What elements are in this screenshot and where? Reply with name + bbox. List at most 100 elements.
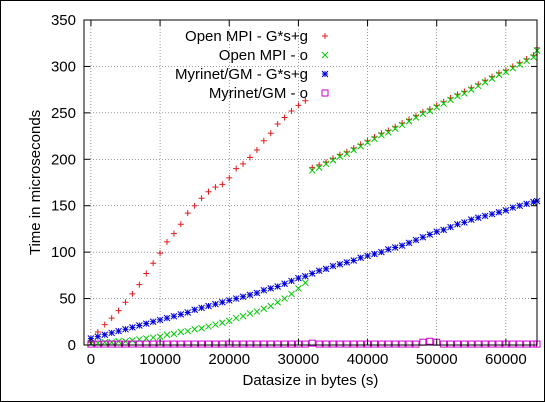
data-point [530, 53, 537, 61]
x-tick-label: 20000 [208, 351, 250, 368]
data-point [364, 139, 371, 146]
data-point [281, 340, 289, 348]
data-point [287, 340, 295, 348]
legend-marker [321, 51, 329, 59]
data-point [115, 307, 122, 314]
data-point [211, 340, 219, 348]
data-point [301, 340, 309, 348]
grid [84, 20, 537, 345]
data-point [419, 110, 427, 118]
data-point [288, 108, 295, 114]
data-point [184, 340, 192, 348]
data-point [170, 312, 178, 320]
data-point [129, 337, 136, 344]
data-point [447, 340, 455, 348]
data-point [295, 274, 302, 282]
data-point [474, 214, 482, 222]
data-point [315, 164, 323, 171]
data-point [239, 293, 247, 301]
data-point [212, 184, 219, 191]
legend-entry-label: Open MPI - G*s+g [185, 28, 308, 45]
data-point [467, 340, 475, 348]
x-tick-label: 60000 [485, 351, 527, 368]
data-point [357, 254, 364, 262]
legend-marker [321, 89, 329, 97]
data-point [398, 242, 406, 249]
data-point [267, 285, 275, 292]
data-point [163, 314, 171, 322]
data-point [516, 61, 524, 68]
data-point [426, 107, 434, 115]
data-point [488, 340, 496, 348]
data-point [343, 340, 351, 348]
data-point [398, 340, 406, 348]
data-point [274, 340, 282, 348]
data-point [357, 340, 365, 348]
data-point [301, 279, 309, 287]
data-point [322, 340, 330, 348]
data-point [233, 165, 240, 172]
data-point [405, 239, 413, 247]
data-point [253, 340, 261, 348]
data-point [309, 164, 316, 171]
data-point [274, 121, 281, 127]
data-point [495, 71, 503, 79]
data-point [218, 319, 226, 327]
data-point [177, 340, 185, 348]
data-point [204, 340, 212, 348]
data-point [184, 210, 191, 217]
data-point [129, 290, 136, 297]
data-point [481, 340, 489, 348]
data-point [288, 290, 295, 298]
data-point [343, 259, 351, 266]
data-point [260, 137, 267, 144]
data-point [156, 333, 164, 340]
data-point [198, 195, 205, 202]
data-point [391, 340, 399, 348]
data-point [163, 340, 171, 348]
data-point [267, 340, 275, 348]
data-point [509, 204, 517, 211]
plot-area-frame [83, 19, 538, 346]
data-point [142, 335, 150, 342]
data-point [191, 202, 198, 209]
data-point [115, 340, 123, 348]
data-point [426, 337, 434, 345]
data-point [516, 202, 524, 210]
data-point [343, 150, 351, 158]
data-point [136, 281, 143, 288]
data-point [371, 250, 378, 258]
data-point [143, 270, 150, 277]
data-point [474, 340, 482, 348]
data-point [350, 146, 358, 154]
series-4 [87, 337, 541, 348]
x-tick-label: 10000 [139, 351, 181, 368]
data-point [170, 230, 177, 237]
data-point [447, 96, 454, 104]
y-tick-label: 0 [68, 337, 76, 354]
data-point [240, 160, 247, 167]
data-point [150, 260, 157, 267]
data-point [274, 283, 282, 290]
legend-entry-label: Myrinet/GM - G*s+g [175, 66, 308, 83]
data-point [329, 156, 337, 164]
data-point [260, 286, 268, 294]
data-point [281, 280, 288, 288]
data-point [316, 161, 323, 168]
data-point [205, 188, 212, 195]
data-point [157, 250, 164, 257]
data-point [135, 322, 143, 329]
data-point [218, 298, 226, 306]
data-point [253, 289, 261, 297]
data-point [481, 212, 489, 220]
data-point [191, 325, 199, 333]
data-point [108, 338, 116, 346]
data-point [530, 198, 537, 206]
data-point [149, 318, 157, 326]
data-point [364, 252, 371, 260]
data-point [135, 340, 143, 348]
data-point [281, 295, 288, 302]
data-point [308, 339, 316, 347]
data-point [481, 78, 489, 86]
data-point [212, 300, 219, 308]
